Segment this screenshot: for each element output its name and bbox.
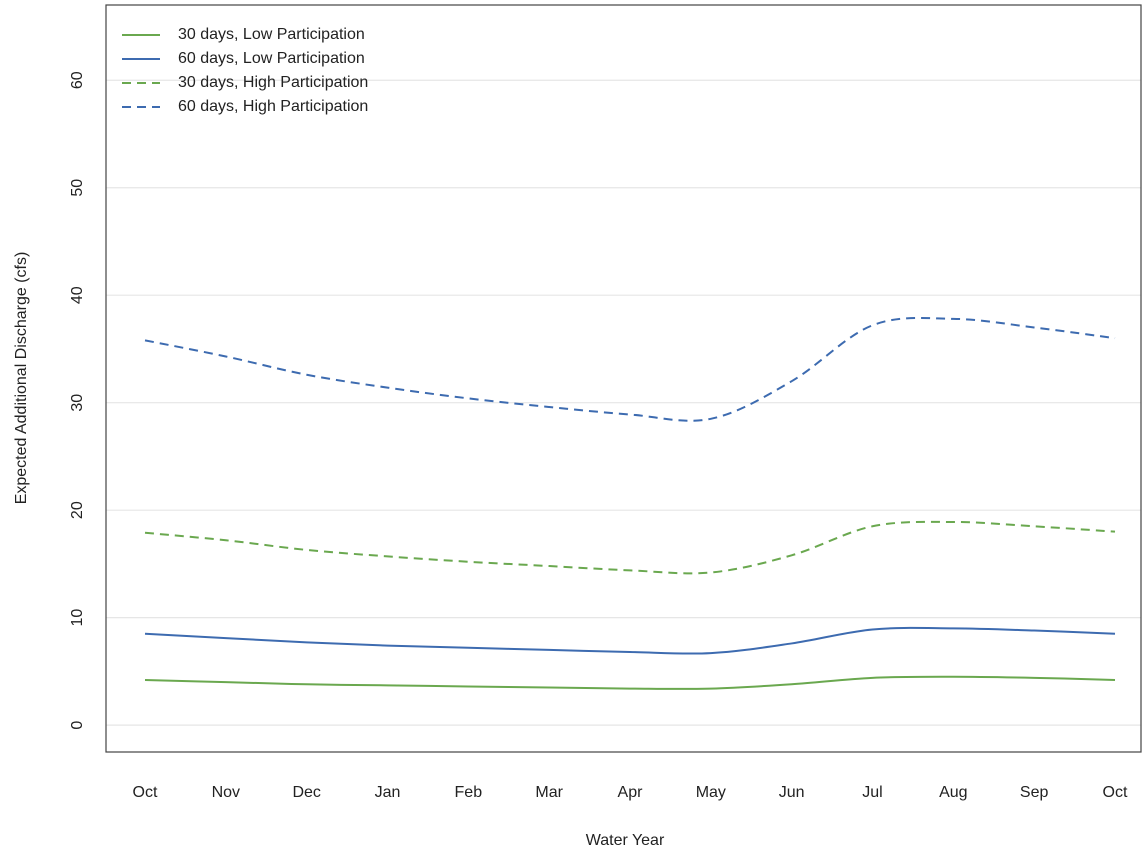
- x-tick-label: May: [696, 784, 726, 801]
- series-layer: [144, 316, 1116, 690]
- y-tick-label: 60: [69, 71, 86, 89]
- legend-label: 30 days, Low Participation: [178, 26, 365, 43]
- plot-frame: [105, 4, 1142, 753]
- x-tick-label: Feb: [455, 784, 483, 801]
- legend-label: 30 days, High Participation: [178, 74, 368, 91]
- y-tick-label: 10: [69, 609, 86, 627]
- series-line-60-days-high-participation: [144, 316, 1116, 422]
- y-axis-ticks: 0 10 20 30 40 50 60: [69, 71, 86, 729]
- x-axis-title: Water Year: [586, 832, 665, 849]
- y-axis-title: Expected Additional Discharge (cfs): [13, 252, 30, 505]
- legend-label: 60 days, Low Participation: [178, 50, 365, 67]
- legend: 30 days, Low Participation 60 days, Low P…: [122, 26, 368, 115]
- x-tick-label: Sep: [1020, 784, 1049, 801]
- series-line-60-days-low-participation: [144, 626, 1116, 655]
- x-tick-label: Oct: [133, 784, 158, 801]
- series-line-30-days-high-participation: [144, 520, 1116, 575]
- x-tick-label: Aug: [939, 784, 967, 801]
- x-tick-label: Jul: [862, 784, 882, 801]
- y-tick-label: 30: [69, 394, 86, 412]
- y-tick-label: 40: [69, 286, 86, 304]
- x-tick-label: Mar: [535, 784, 563, 801]
- x-tick-label: Nov: [212, 784, 240, 801]
- x-tick-label: Oct: [1103, 784, 1128, 801]
- x-tick-label: Apr: [618, 784, 644, 801]
- x-tick-label: Jun: [779, 784, 805, 801]
- y-tick-label: 50: [69, 179, 86, 197]
- legend-label: 60 days, High Participation: [178, 98, 368, 115]
- series-line-30-days-low-participation: [144, 675, 1116, 690]
- x-tick-label: Jan: [375, 784, 401, 801]
- x-tick-label: Dec: [292, 784, 320, 801]
- y-tick-label: 0: [69, 721, 86, 730]
- gridlines: [106, 79, 1141, 726]
- y-tick-label: 20: [69, 501, 86, 519]
- x-axis-ticks: Oct Nov Dec Jan Feb Mar Apr May Jun Jul Aug Sep Oct: [133, 784, 1128, 801]
